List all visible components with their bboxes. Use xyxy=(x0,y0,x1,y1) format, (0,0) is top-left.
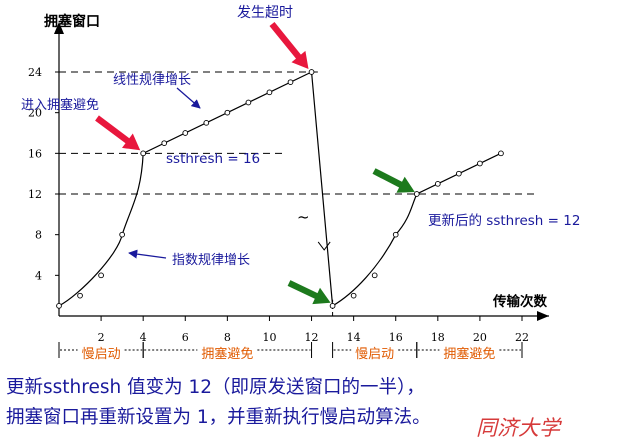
y-tick-label-8: 8 xyxy=(35,229,42,242)
x-axis-label: 传输次数 xyxy=(492,293,547,310)
restart-green-arrow-icon xyxy=(287,280,331,305)
data-point-10 xyxy=(266,89,273,96)
x-tick-label-16: 16 xyxy=(389,331,403,344)
x-tick-label-6: 6 xyxy=(182,331,189,344)
x-tick-label-8: 8 xyxy=(224,331,231,344)
x-tick-label-22: 22 xyxy=(515,331,529,344)
label-enter-avoidance: 进入拥塞避免 xyxy=(21,97,99,113)
x-tick-label-10: 10 xyxy=(262,331,276,344)
x-tick-label-2: 2 xyxy=(98,331,105,344)
label-exponential-growth: 指数规律增长 xyxy=(172,253,250,268)
caption-line-2: 拥塞窗口再重新设置为 1，并重新执行慢启动算法。 xyxy=(6,407,431,428)
y-tick-label-4: 4 xyxy=(35,269,42,282)
phase-label-2: 慢启动 xyxy=(355,346,394,362)
data-point-7 xyxy=(203,119,210,126)
label-linear-growth: 线性规律增长 xyxy=(113,73,191,88)
drop-direction-icon xyxy=(317,241,331,251)
caption-line-1: 更新ssthresh 值变为 12（即原发送窗口的一半）， xyxy=(6,377,425,398)
x-axis-arrow-icon xyxy=(537,311,549,321)
x-tick-label-4: 4 xyxy=(140,331,147,344)
data-point-1 xyxy=(77,292,83,299)
data-point-6 xyxy=(182,130,189,136)
label-ssthresh-12: 更新后的 ssthresh = 12 xyxy=(428,213,580,229)
y-tick-label-24: 24 xyxy=(28,66,42,79)
tilde-mark: ~ xyxy=(297,208,310,226)
y-tick-label-12: 12 xyxy=(28,188,42,201)
reference-lines xyxy=(59,71,535,316)
data-point-14 xyxy=(350,292,357,299)
data-point-18 xyxy=(434,180,441,187)
data-point-5 xyxy=(161,140,168,147)
data-point-3 xyxy=(119,231,125,238)
data-point-9 xyxy=(245,99,252,106)
avoidance-red-arrow-icon xyxy=(95,115,141,151)
data-point-15 xyxy=(371,272,378,279)
x-tick-label-14: 14 xyxy=(347,331,361,344)
phase-label-3: 拥塞避免 xyxy=(443,346,495,362)
data-point-0 xyxy=(56,302,62,309)
phase-bar: 慢启动 拥塞避免 慢启动 拥塞避免 xyxy=(58,342,523,362)
data-point-8 xyxy=(224,109,231,116)
linear-growth-arrow-icon xyxy=(176,87,201,109)
data-point-19 xyxy=(456,170,462,177)
data-point-20 xyxy=(477,160,483,167)
data-point-17 xyxy=(413,191,420,197)
data-point-11 xyxy=(287,79,294,86)
y-axis-label: 拥塞窗口 xyxy=(44,13,100,30)
y-tick-label-16: 16 xyxy=(28,147,42,160)
ssthresh-green-arrow-icon xyxy=(372,168,415,193)
data-series xyxy=(56,69,504,309)
y-tick-label-20: 20 xyxy=(28,107,42,120)
label-ssthresh-16: ssthresh = 16 xyxy=(166,151,260,167)
data-point-21 xyxy=(498,150,504,157)
timeout-red-arrow-icon xyxy=(269,22,309,69)
data-point-12 xyxy=(308,69,315,75)
x-tick-label-12: 12 xyxy=(305,331,319,344)
y-axis-arrow-icon xyxy=(54,22,64,34)
phase-label-0: 慢启动 xyxy=(82,346,121,362)
label-timeout: 发生超时 xyxy=(237,5,293,21)
data-point-16 xyxy=(392,231,399,238)
x-tick-label-20: 20 xyxy=(473,331,487,344)
exponential-growth-arrow-icon xyxy=(128,249,167,259)
university-logo: 同济大学 xyxy=(476,416,560,440)
cwnd-line xyxy=(58,71,502,307)
x-tick-label-18: 18 xyxy=(431,331,445,344)
data-point-2 xyxy=(98,272,104,279)
data-point-13 xyxy=(329,302,336,309)
phase-label-1: 拥塞避免 xyxy=(201,346,253,362)
data-point-4 xyxy=(140,150,147,157)
